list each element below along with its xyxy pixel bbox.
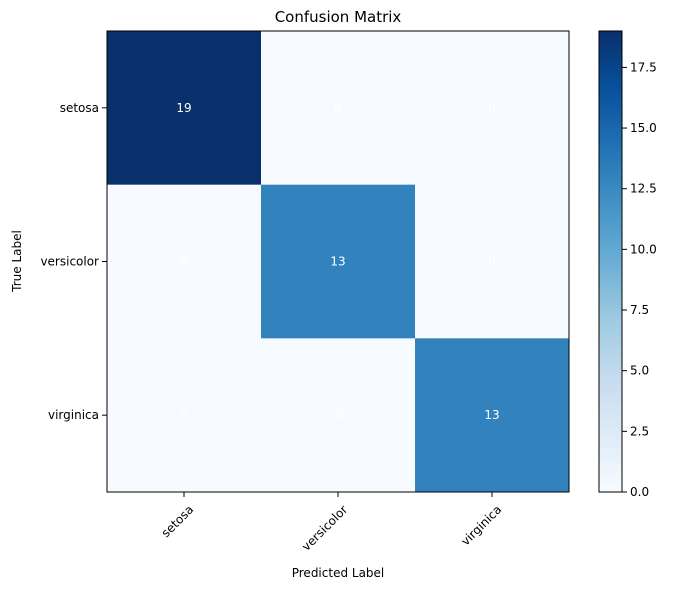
y-axis-label: True Label bbox=[10, 230, 24, 293]
colorbar bbox=[598, 30, 623, 493]
heatmap-cell-0-1 bbox=[261, 31, 416, 186]
cell-value-label-2-1: 0 bbox=[334, 408, 342, 422]
colorbar-tick-label-1: 2.5 bbox=[630, 424, 649, 438]
x-tick-label-0: setosa bbox=[159, 502, 197, 540]
heatmap-cells bbox=[107, 31, 570, 493]
y-tick-label-1: versicolor bbox=[40, 255, 99, 269]
heatmap-cell-2-1 bbox=[261, 338, 416, 493]
y-tick-label-0: setosa bbox=[60, 101, 99, 115]
heatmap-cell-1-0 bbox=[107, 184, 262, 339]
cell-value-label-1-1: 13 bbox=[330, 255, 345, 269]
x-tick-label-2: virginica bbox=[458, 502, 504, 548]
cell-value-label-2-0: 0 bbox=[180, 408, 188, 422]
cell-value-label-2-2: 13 bbox=[484, 408, 499, 422]
x-axis-label: Predicted Label bbox=[292, 566, 385, 580]
heatmap-cell-labels: 19 0 0 0 13 0 0 0 13 bbox=[176, 101, 499, 422]
colorbar-tick-label-0: 0.0 bbox=[630, 485, 649, 499]
heatmap-cell-2-2 bbox=[415, 338, 570, 493]
cell-value-label-0-1: 0 bbox=[334, 101, 342, 115]
cell-value-label-1-2: 0 bbox=[488, 255, 496, 269]
cell-value-label-1-0: 0 bbox=[180, 255, 188, 269]
colorbar-tick-label-5: 12.5 bbox=[630, 182, 657, 196]
colorbar-ticks: 0.0 2.5 5.0 7.5 10.0 12.5 15.0 17.5 bbox=[622, 60, 657, 499]
heatmap-cell-0-2 bbox=[415, 31, 570, 186]
y-axis-ticks: setosa versicolor virginica bbox=[40, 101, 107, 422]
x-axis-ticks: setosa versicolor virginica bbox=[159, 492, 504, 554]
heatmap-cell-2-0 bbox=[107, 338, 262, 493]
colorbar-tick-label-4: 10.0 bbox=[630, 242, 657, 256]
heatmap-cell-1-2 bbox=[415, 184, 570, 339]
colorbar-tick-label-2: 5.0 bbox=[630, 364, 649, 378]
heatmap-cell-0-0 bbox=[107, 31, 262, 186]
heatmap-cell-1-1 bbox=[261, 184, 416, 339]
colorbar-tick-label-6: 15.0 bbox=[630, 121, 657, 135]
colorbar-tick-label-7: 17.5 bbox=[630, 60, 657, 74]
y-tick-label-2: virginica bbox=[48, 408, 99, 422]
cell-value-label-0-0: 19 bbox=[176, 101, 191, 115]
cell-value-label-0-2: 0 bbox=[488, 101, 496, 115]
chart-title: Confusion Matrix bbox=[275, 8, 402, 26]
x-tick-label-1: versicolor bbox=[299, 502, 350, 553]
colorbar-tick-label-3: 7.5 bbox=[630, 303, 649, 317]
